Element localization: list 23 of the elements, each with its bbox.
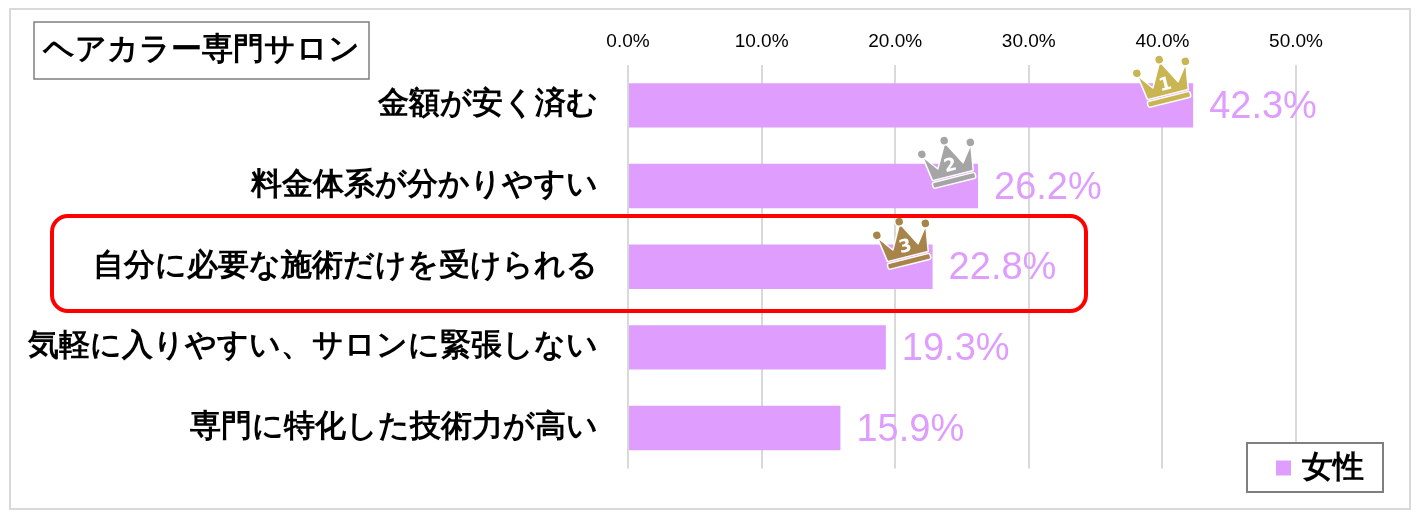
legend-label: 女性 (1301, 447, 1364, 484)
annotation: 2 (941, 152, 959, 177)
x-tick-label: 30.0% (1001, 29, 1056, 51)
data-label: 26.2% (994, 164, 1102, 207)
y-tick-label: 料金体系が分かりやすい (250, 165, 598, 202)
bar (629, 405, 841, 451)
x-tick-label: 0.0% (606, 29, 650, 51)
text: ヘアカラー専門サロン (42, 30, 360, 67)
annotation: 3 (896, 233, 914, 257)
bar (629, 325, 886, 370)
data-label: 19.3% (901, 325, 1010, 368)
x-tick-label: 10.0% (734, 29, 789, 51)
x-tick-label: 20.0% (868, 29, 923, 51)
x-tick-label: 50.0% (1269, 29, 1324, 51)
x-tick-label: 40.0% (1135, 29, 1190, 51)
data-label: 15.9% (856, 406, 965, 449)
y-tick-label: 金額が安く済む (377, 84, 598, 121)
data-label: 22.8% (948, 245, 1057, 288)
y-tick-label: 専門に特化した技術力が高い (190, 407, 598, 444)
y-tick-label: 自分に必要な施術だけを受けられる (93, 245, 598, 282)
data-label: 42.3% (1209, 83, 1317, 126)
y-tick-label: 気軽に入りやすい、サロンに緊張しない (27, 326, 598, 363)
annotation: 1 (1156, 71, 1174, 96)
